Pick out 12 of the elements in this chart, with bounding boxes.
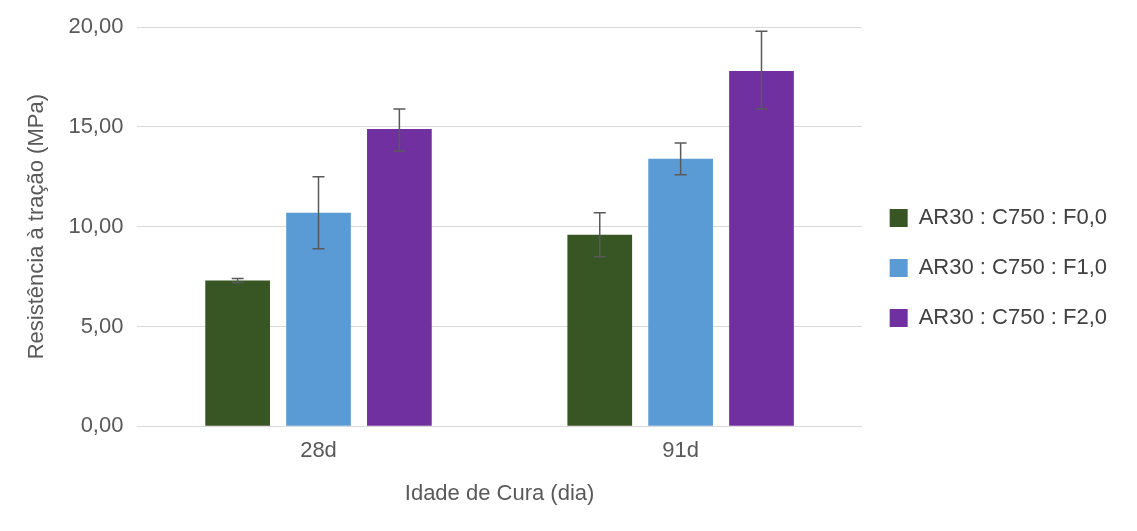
x-tick-label: 91d (662, 437, 699, 463)
legend-label: AR30 : C750 : F2,0 (918, 304, 1108, 330)
y-tick-label: 20,00 (68, 13, 124, 39)
y-tick-label: 10,00 (68, 212, 124, 238)
x-axis-title: Idade de Cura (dia) (404, 479, 595, 505)
x-tick-label: 28d (300, 437, 337, 463)
y-axis-title: Resistência à tração (MPa) (23, 94, 49, 360)
y-tick-label: 0,00 (80, 412, 124, 438)
legend-label: AR30 : C750 : F0,0 (918, 204, 1108, 230)
y-tick-label: 5,00 (80, 312, 124, 338)
legend-label: AR30 : C750 : F1,0 (918, 254, 1108, 280)
y-tick-label: 15,00 (68, 113, 124, 139)
